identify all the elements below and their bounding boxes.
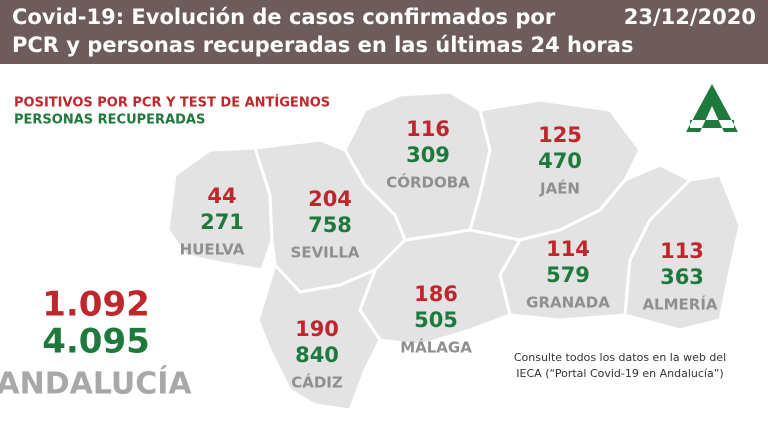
province-positives: 113 — [660, 239, 704, 263]
note-line: IECA (“Portal Covid-19 en Andalucía”) — [516, 367, 723, 380]
province-recovered: 840 — [295, 343, 339, 367]
province-recovered: 758 — [308, 213, 352, 237]
map — [166, 90, 742, 412]
title-line: Covid-19: Evolución de casos confirmados… — [12, 5, 556, 29]
date: 23/12/2020 — [624, 5, 756, 29]
title-line: PCR y personas recuperadas en las última… — [12, 33, 633, 57]
province-recovered: 309 — [406, 143, 450, 167]
province-name: MÁLAGA — [400, 338, 472, 357]
province-positives: 116 — [406, 117, 450, 141]
note-line: Consulte todos los datos en la web del — [514, 351, 726, 364]
province-name: HUELVA — [180, 241, 245, 259]
province-name: ALMERÍA — [642, 295, 717, 314]
total-positives: 1.092 — [42, 285, 150, 325]
logo — [686, 84, 738, 132]
province-recovered: 363 — [660, 265, 704, 289]
province-positives: 114 — [546, 237, 590, 261]
total-recovered: 4.095 — [42, 322, 150, 362]
province-name: JAÉN — [539, 179, 580, 198]
province-recovered: 470 — [538, 149, 582, 173]
province-positives: 190 — [295, 317, 339, 341]
province-positives: 125 — [538, 123, 582, 147]
province-recovered: 271 — [200, 210, 244, 234]
province-name: CÓRDOBA — [386, 173, 470, 192]
province-name: GRANADA — [526, 294, 610, 312]
header-band — [0, 0, 768, 64]
almeria-shape — [623, 173, 742, 332]
province-positives: 186 — [414, 282, 458, 306]
cadiz-shape — [256, 262, 382, 412]
province-name: CÁDIZ — [291, 373, 343, 392]
province-positives: 204 — [308, 187, 352, 211]
province-name: SEVILLA — [291, 244, 360, 262]
legend-recovered: PERSONAS RECUPERADAS — [14, 113, 205, 128]
province-recovered: 505 — [414, 308, 458, 332]
legend-positives: POSITIVOS POR PCR Y TEST DE ANTÍGENOS — [14, 95, 330, 111]
total-name: ANDALUCÍA — [0, 366, 192, 402]
province-recovered: 579 — [546, 263, 590, 287]
province-positives: 44 — [207, 184, 236, 208]
